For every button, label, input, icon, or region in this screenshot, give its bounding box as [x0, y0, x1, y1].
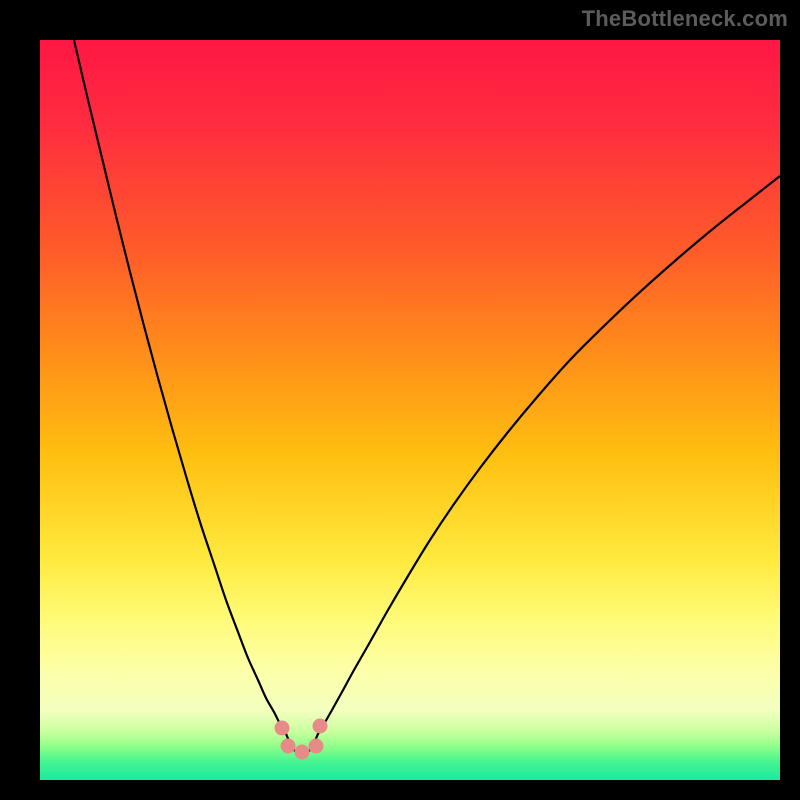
trough-marker [281, 739, 296, 754]
trough-marker [295, 745, 310, 760]
trough-marker [275, 721, 290, 736]
trough-marker [313, 719, 328, 734]
bottleneck-chart [40, 40, 780, 780]
chart-canvas: TheBottleneck.com [0, 0, 800, 800]
gradient-background [40, 40, 780, 780]
watermark-text: TheBottleneck.com [582, 6, 788, 32]
trough-marker [309, 739, 324, 754]
